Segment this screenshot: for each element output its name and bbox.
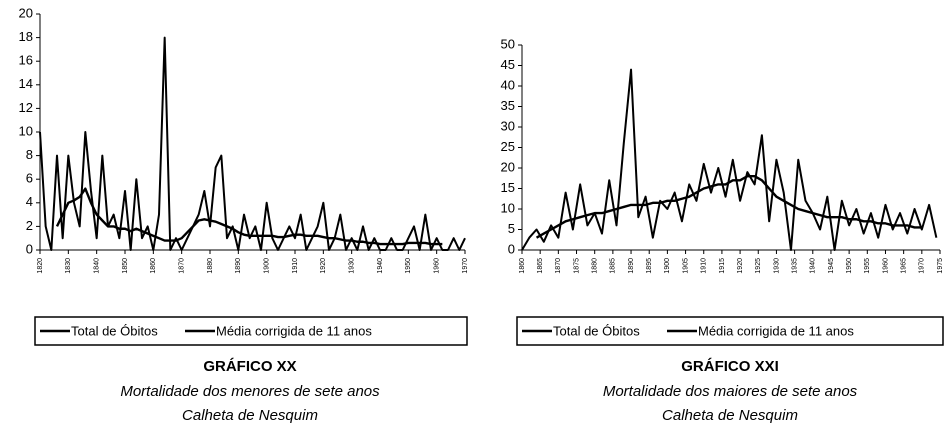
x-tick-label: 1930 <box>349 258 356 274</box>
x-tick-label: 1960 <box>434 258 441 274</box>
chart-title: GRÁFICO XXI <box>681 358 779 375</box>
x-tick-label: 1850 <box>122 258 129 274</box>
data-line <box>521 68 938 251</box>
y-tick-label: 18 <box>19 29 33 44</box>
x-tick-label: 1920 <box>737 258 744 274</box>
y-tick-label: 14 <box>19 76 33 91</box>
legend-label: Média corrigida de 11 anos <box>216 323 372 338</box>
x-tick-label: 1935 <box>791 258 798 274</box>
x-tick-label: 1950 <box>405 258 412 274</box>
y-tick-label: 25 <box>501 139 515 154</box>
data-line <box>55 187 443 246</box>
y-tick-label: 20 <box>501 159 515 174</box>
legend-label: Média corrigida de 11 anos <box>698 323 854 338</box>
x-tick-label: 1975 <box>937 258 944 274</box>
x-tick-label: 1970 <box>462 258 469 274</box>
x-tick-label: 1900 <box>664 258 671 274</box>
x-tick-label: 1910 <box>701 258 708 274</box>
x-tick-label: 1880 <box>207 258 214 274</box>
y-tick-label: 10 <box>19 123 33 138</box>
x-tick-label: 1860 <box>519 258 526 274</box>
x-tick-label: 1830 <box>65 258 72 274</box>
x-tick-label: 1875 <box>573 258 580 274</box>
y-tick-label: 35 <box>501 98 515 113</box>
x-tick-label: 1915 <box>719 258 726 274</box>
x-tick-label: 1840 <box>94 258 101 274</box>
x-tick-label: 1900 <box>264 258 271 274</box>
x-tick-label: 1970 <box>919 258 926 274</box>
x-tick-label: 1885 <box>610 258 617 274</box>
y-tick-label: 6 <box>26 171 33 186</box>
chart-subtitle: Calheta de Nesquim <box>662 407 798 424</box>
x-tick-label: 1955 <box>864 258 871 274</box>
x-tick-label: 1870 <box>555 258 562 274</box>
y-tick-label: 16 <box>19 53 33 68</box>
x-tick-label: 1960 <box>882 258 889 274</box>
chart-subtitle: Calheta de Nesquim <box>182 407 318 424</box>
legend-label: Total de Óbitos <box>71 323 158 338</box>
data-line <box>535 175 922 239</box>
y-tick-label: 5 <box>508 221 515 236</box>
y-tick-label: 8 <box>26 147 33 162</box>
x-tick-label: 1950 <box>846 258 853 274</box>
y-tick-label: 30 <box>501 118 515 133</box>
y-tick-label: 12 <box>19 100 33 115</box>
y-tick-label: 15 <box>501 180 515 195</box>
x-tick-label: 1945 <box>828 258 835 274</box>
x-tick-label: 1965 <box>900 258 907 274</box>
y-tick-label: 2 <box>26 218 33 233</box>
chart-subtitle: Mortalidade dos menores de sete anos <box>120 383 380 400</box>
y-tick-label: 45 <box>501 57 515 72</box>
y-tick-label: 0 <box>508 241 515 256</box>
x-tick-label: 1880 <box>592 258 599 274</box>
x-tick-label: 1940 <box>810 258 817 274</box>
legend-box <box>516 316 944 346</box>
x-tick-label: 1860 <box>150 258 157 274</box>
x-tick-label: 1895 <box>646 258 653 274</box>
legend-box <box>34 316 468 346</box>
x-tick-label: 1910 <box>292 258 299 274</box>
data-line <box>39 36 466 251</box>
y-tick-label: 4 <box>26 194 33 209</box>
x-tick-label: 1920 <box>320 258 327 274</box>
x-tick-label: 1870 <box>179 258 186 274</box>
x-tick-label: 1925 <box>755 258 762 274</box>
x-tick-label: 1820 <box>37 258 44 274</box>
x-tick-label: 1890 <box>628 258 635 274</box>
y-tick-label: 40 <box>501 77 515 92</box>
y-tick-label: 50 <box>501 36 515 51</box>
y-tick-label: 0 <box>26 241 33 256</box>
y-tick-label: 20 <box>19 5 33 20</box>
x-tick-label: 1940 <box>377 258 384 274</box>
x-tick-label: 1865 <box>537 258 544 274</box>
x-tick-label: 1905 <box>682 258 689 274</box>
x-tick-label: 1890 <box>235 258 242 274</box>
legend-label: Total de Óbitos <box>553 323 640 338</box>
y-tick-label: 10 <box>501 200 515 215</box>
chart-subtitle: Mortalidade dos maiores de sete anos <box>603 383 858 400</box>
chart-title: GRÁFICO XX <box>203 358 296 375</box>
x-tick-label: 1930 <box>773 258 780 274</box>
